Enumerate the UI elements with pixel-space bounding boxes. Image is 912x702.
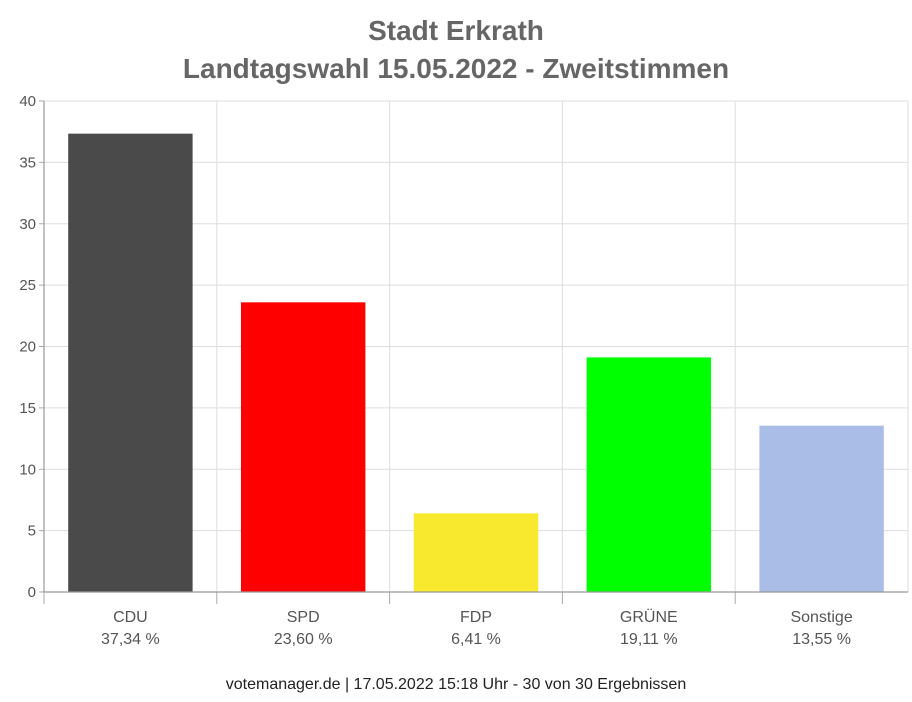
footer-source: votemanager.de | 17.05.2022 15:18 Uhr - … [225, 676, 687, 693]
bar-value-label: 13,55 % [792, 631, 851, 648]
chart-title-line-1: Stadt Erkrath [368, 15, 544, 46]
bar-fdp [413, 513, 539, 592]
bar-spd [240, 302, 366, 592]
x-category-label: CDU [113, 609, 148, 626]
y-tick-label: 5 [28, 523, 36, 540]
y-tick-label: 25 [19, 277, 36, 294]
y-tick-label: 35 [19, 154, 36, 171]
x-category-label: Sonstige [790, 609, 852, 626]
x-category-label: FDP [460, 609, 492, 626]
y-tick-label: 0 [28, 584, 36, 601]
y-tick-label: 20 [19, 339, 36, 356]
bar-sonstige [759, 425, 884, 592]
y-tick-label: 15 [19, 400, 36, 417]
bar-value-label: 37,34 % [101, 631, 160, 648]
bar-value-label: 6,41 % [451, 631, 501, 648]
chart-title-line-2: Landtagswahl 15.05.2022 - Zweitstimmen [182, 53, 730, 84]
bar-cdu [68, 133, 193, 593]
y-tick-label: 30 [19, 216, 36, 233]
bar-value-label: 23,60 % [274, 631, 333, 648]
y-tick-label: 40 [19, 93, 36, 110]
x-category-label: SPD [287, 609, 320, 626]
y-tick-label: 10 [19, 461, 36, 478]
x-category-label: GRÜNE [620, 608, 678, 626]
bar-grüne [586, 357, 712, 592]
bar-value-label: 19,11 % [620, 631, 678, 648]
